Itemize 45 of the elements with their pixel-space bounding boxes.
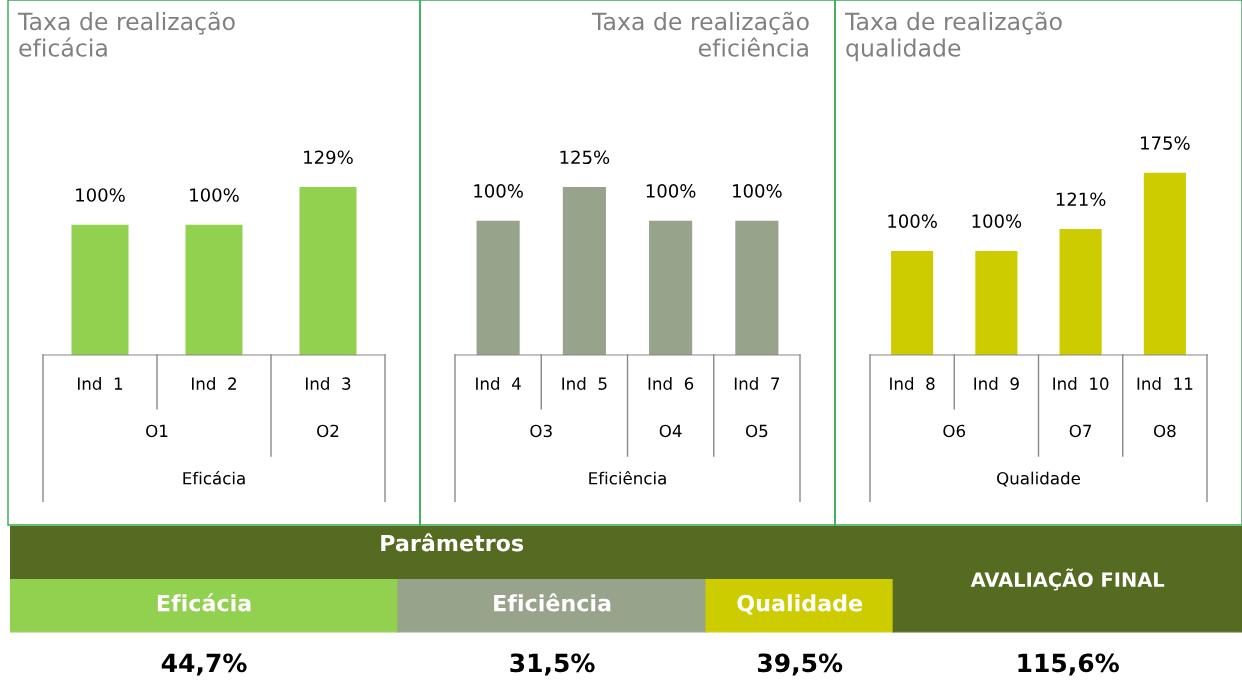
text: O7	[1069, 424, 1092, 438]
category-label: Qualidade	[737, 594, 863, 615]
chart-title: Taxa de realização eficácia	[17, 11, 235, 57]
category-label: AVALIAÇÃO FINAL	[970, 568, 1165, 591]
text: 44,7%	[161, 653, 247, 676]
x-axis-title: Qualidade	[997, 471, 1080, 487]
data-label: 100%	[474, 184, 523, 198]
x-tick-label: Ind 4	[476, 377, 521, 390]
x-tick-label: Ind 5	[562, 377, 607, 390]
text: Parâmetros	[381, 533, 524, 552]
text: O8	[1153, 424, 1176, 438]
x-tick-label: Ind 9	[974, 377, 1019, 390]
text: 115,6%	[1018, 653, 1119, 676]
data-label: 125%	[560, 150, 610, 165]
x-tick-label: Ind 11	[1137, 377, 1193, 390]
text: O4	[659, 424, 682, 438]
x-axis-title: Eficácia	[183, 470, 245, 485]
chart-title: Taxa de realização eficiência	[591, 11, 809, 57]
data-label: 100%	[972, 214, 1022, 228]
text: O3	[530, 424, 552, 438]
data-label: 100%	[76, 188, 125, 202]
data-label: 121%	[1056, 192, 1106, 207]
text: O5	[745, 424, 768, 438]
data-label: 175%	[1141, 136, 1190, 150]
x-tick-label: Ind 8	[890, 377, 935, 390]
category-label: Eficiência	[494, 593, 611, 612]
x-tick-label: Ind 3	[306, 377, 351, 390]
category-label: Eficácia	[157, 593, 251, 612]
data-label: 100%	[646, 184, 696, 198]
chart-title: Taxa de realização qualidade	[844, 11, 1062, 62]
data-label: 100%	[733, 184, 782, 198]
text: 31,5%	[510, 653, 595, 676]
x-tick-label: Ind 2	[192, 377, 236, 390]
text: O2	[317, 424, 339, 438]
x-axis-title: Eficiência	[589, 470, 666, 485]
text: O6	[943, 424, 966, 438]
data-label: 100%	[888, 214, 937, 228]
text: O1	[146, 424, 168, 438]
data-label: 100%	[190, 188, 239, 202]
x-tick-label: Ind 1	[78, 377, 123, 390]
x-tick-label: Ind 7	[734, 377, 780, 390]
x-tick-label: Ind 6	[648, 377, 694, 390]
x-tick-label: Ind 10	[1053, 377, 1109, 390]
text: 39,5%	[758, 653, 843, 676]
data-label: 129%	[304, 150, 353, 165]
